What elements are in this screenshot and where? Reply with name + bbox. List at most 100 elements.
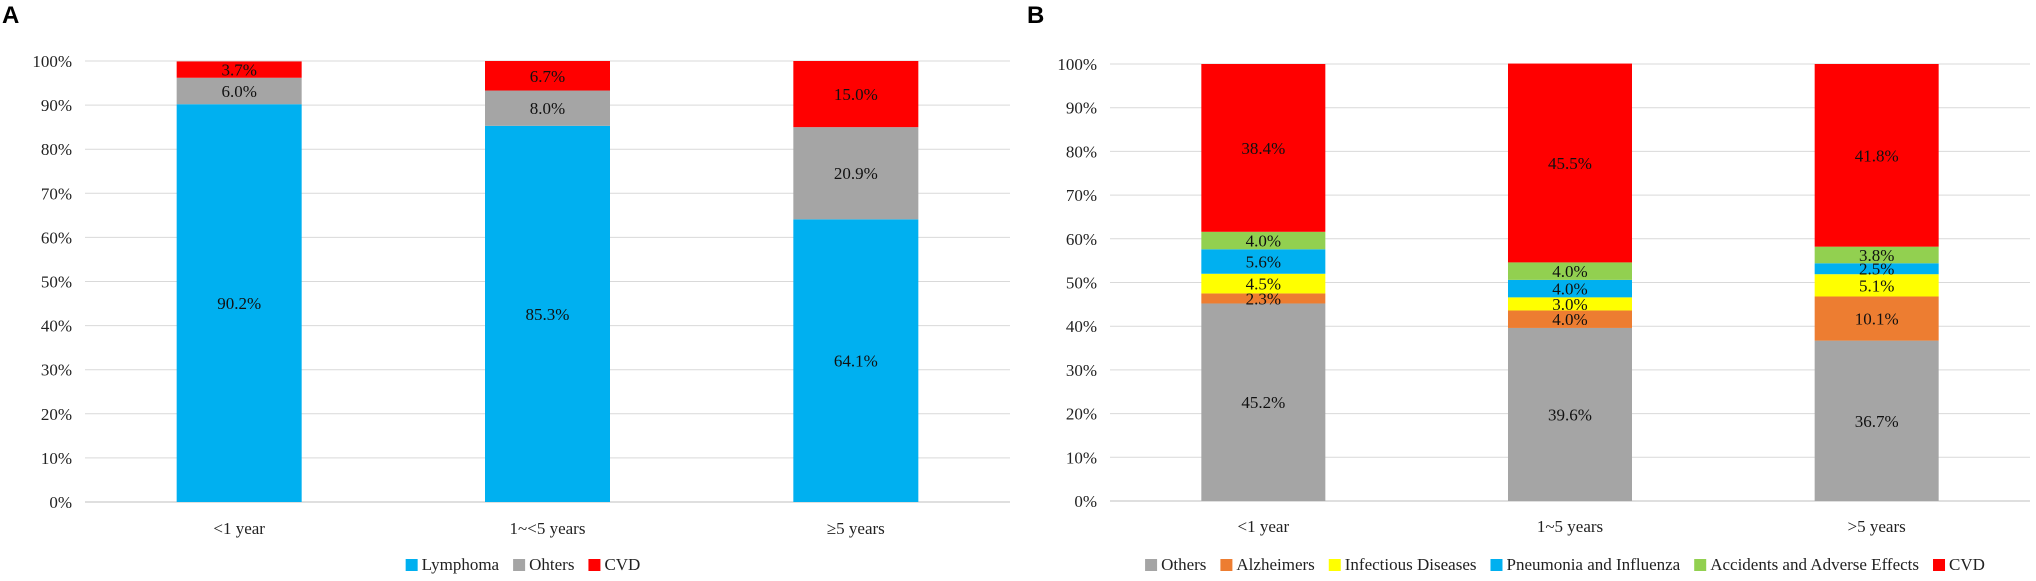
y-tick-label-b-5: 50% [1066, 274, 1097, 293]
y-tick-label-a-6: 60% [41, 228, 72, 247]
panel-label-a: A [2, 2, 19, 29]
bar-b-accidents-and-adverse-effects-2 [1814, 246, 1939, 264]
y-tick-label-a-7: 70% [41, 184, 72, 203]
data-label-b-others-0: 45.2% [1241, 393, 1285, 412]
legend-swatch-a-cvd [588, 559, 601, 571]
legend-label-b-cvd: CVD [1949, 555, 1985, 574]
bar-b-alzheimers-2 [1814, 296, 1939, 341]
bar-b-others-0 [1201, 303, 1326, 501]
y-tick-label-b-8: 80% [1066, 142, 1097, 161]
bar-b-pneumonia-and-influenza-2 [1814, 263, 1939, 275]
legend-label-b-accidents-and-adverse-effects: Accidents and Adverse Effects [1710, 555, 1919, 574]
legend-label-b-alzheimers: Alzheimers [1236, 555, 1314, 574]
y-tick-label-b-9: 90% [1066, 99, 1097, 118]
data-label-b-cvd-2: 41.8% [1855, 146, 1899, 165]
bar-b-cvd-0 [1201, 64, 1326, 232]
bar-b-alzheimers-1 [1508, 310, 1632, 328]
data-label-b-infectious-diseases-0: 4.5% [1246, 275, 1281, 294]
y-tick-label-b-6: 60% [1066, 230, 1097, 249]
legend-swatch-b-alzheimers [1220, 559, 1233, 571]
legend-label-a-cvd: CVD [604, 555, 640, 574]
data-label-a-ohters-1: 8.0% [530, 99, 565, 118]
data-label-b-cvd-1: 45.5% [1548, 154, 1592, 173]
bar-b-infectious-diseases-0 [1201, 273, 1326, 294]
data-label-b-alzheimers-0: 2.3% [1246, 289, 1281, 308]
x-tick-label-a-1: 1~<5 years [510, 519, 586, 538]
legend-item-b-others: Others [1145, 555, 1206, 574]
y-tick-label-a-4: 40% [41, 317, 72, 336]
data-label-b-pneumonia-and-influenza-1: 4.0% [1552, 280, 1587, 299]
bar-b-infectious-diseases-1 [1508, 297, 1632, 311]
data-label-a-lymphoma-2: 64.1% [834, 352, 878, 371]
legend-label-b-pneumonia-and-influenza: Pneumonia and Influenza [1506, 555, 1680, 574]
y-tick-label-a-1: 10% [41, 449, 72, 468]
y-tick-label-a-5: 50% [41, 273, 72, 292]
legend-swatch-b-pneumonia-and-influenza [1490, 559, 1503, 571]
bar-a-lymphoma-2 [793, 219, 919, 502]
legend-item-b-accidents-and-adverse-effects: Accidents and Adverse Effects [1694, 555, 1919, 574]
y-tick-label-a-9: 90% [41, 96, 72, 115]
data-label-b-others-1: 39.6% [1548, 405, 1592, 424]
bar-a-ohters-1 [485, 90, 610, 126]
legend-label-b-infectious-diseases: Infectious Diseases [1345, 555, 1477, 574]
data-label-b-infectious-diseases-2: 5.1% [1859, 276, 1894, 295]
legend-swatch-b-infectious-diseases [1328, 559, 1341, 571]
x-tick-label-b-0: <1 year [1238, 517, 1290, 536]
bar-a-ohters-2 [793, 127, 919, 220]
legend-label-a-lymphoma: Lymphoma [422, 555, 500, 574]
legend-item-b-infectious-diseases: Infectious Diseases [1328, 555, 1477, 574]
bar-b-accidents-and-adverse-effects-0 [1201, 231, 1326, 250]
bar-a-ohters-0 [176, 77, 302, 105]
bar-b-cvd-1 [1508, 63, 1632, 263]
bar-b-pneumonia-and-influenza-1 [1508, 279, 1632, 298]
bar-b-accidents-and-adverse-effects-1 [1508, 262, 1632, 280]
y-tick-label-b-1: 10% [1066, 448, 1097, 467]
data-label-b-cvd-0: 38.4% [1241, 139, 1285, 158]
y-tick-label-b-4: 40% [1066, 317, 1097, 336]
bar-a-lymphoma-1 [485, 125, 610, 503]
bar-b-cvd-2 [1814, 64, 1939, 247]
y-tick-label-a-8: 80% [41, 140, 72, 159]
bar-b-others-1 [1508, 327, 1632, 501]
legend-item-a-cvd: CVD [588, 555, 640, 574]
data-label-a-cvd-1: 6.7% [530, 67, 565, 86]
data-label-b-accidents-and-adverse-effects-2: 3.8% [1859, 246, 1894, 265]
legend-swatch-a-ohters [513, 559, 526, 571]
data-label-a-cvd-2: 15.0% [834, 85, 878, 104]
data-label-b-pneumonia-and-influenza-2: 2.5% [1859, 260, 1894, 279]
legend-swatch-a-lymphoma [405, 559, 418, 571]
legend-item-b-alzheimers: Alzheimers [1220, 555, 1315, 574]
data-label-a-ohters-2: 20.9% [834, 164, 878, 183]
bar-a-cvd-0 [176, 61, 302, 78]
legend-a: Lymphoma Ohters CVD [405, 555, 640, 574]
y-tick-label-a-3: 30% [41, 361, 72, 380]
legend-item-b-cvd: CVD [1933, 555, 1985, 574]
data-label-a-lymphoma-1: 85.3% [526, 305, 570, 324]
y-tick-label-b-2: 20% [1066, 405, 1097, 424]
legend-item-a-ohters: Ohters [513, 555, 574, 574]
data-label-b-infectious-diseases-1: 3.0% [1552, 295, 1587, 314]
data-label-b-alzheimers-2: 10.1% [1855, 310, 1899, 329]
y-tick-label-a-2: 20% [41, 405, 72, 424]
data-label-b-pneumonia-and-influenza-0: 5.6% [1246, 253, 1281, 272]
y-tick-label-a-0: 0% [49, 493, 72, 512]
data-label-b-accidents-and-adverse-effects-0: 4.0% [1246, 232, 1281, 251]
bar-b-pneumonia-and-influenza-0 [1201, 249, 1326, 274]
bar-a-lymphoma-0 [176, 104, 302, 502]
bar-b-infectious-diseases-2 [1814, 274, 1939, 297]
y-tick-label-b-3: 30% [1066, 361, 1097, 380]
x-tick-label-a-2: ≥5 years [827, 519, 885, 538]
y-tick-label-b-10: 100% [1057, 55, 1097, 74]
x-tick-label-b-2: >5 years [1848, 517, 1906, 536]
data-label-a-ohters-0: 6.0% [221, 82, 256, 101]
y-tick-label-b-0: 0% [1074, 492, 1097, 511]
data-label-b-others-2: 36.7% [1855, 412, 1899, 431]
y-tick-label-a-10: 100% [32, 52, 72, 71]
legend-item-b-pneumonia-and-influenza: Pneumonia and Influenza [1490, 555, 1681, 574]
bar-b-alzheimers-0 [1201, 293, 1326, 304]
panel-label-b: B [1027, 2, 1044, 29]
bar-a-cvd-2 [793, 61, 919, 128]
legend-item-a-lymphoma: Lymphoma [405, 555, 500, 574]
legend-label-b-others: Others [1161, 555, 1206, 574]
